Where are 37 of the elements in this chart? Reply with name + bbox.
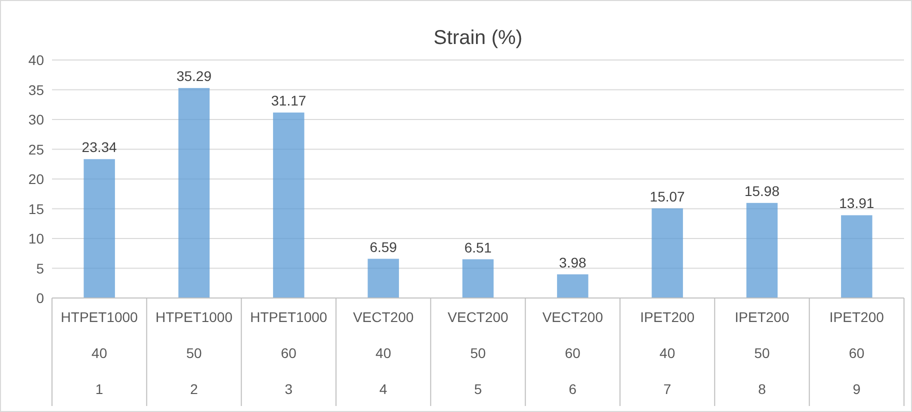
y-tick-label: 40: [28, 52, 44, 68]
bar: [273, 112, 304, 298]
y-tick-label: 5: [36, 260, 44, 276]
y-tick-label: 10: [28, 230, 44, 246]
category-label: IPET200 50 8: [734, 309, 790, 397]
bar: [178, 88, 210, 298]
bar: [368, 258, 399, 298]
data-label: 15.07: [650, 188, 686, 204]
y-tick-label: 25: [28, 141, 44, 158]
category-label: VECT200 40 4: [352, 309, 414, 397]
data-label: 15.98: [744, 182, 780, 199]
bar: [462, 259, 494, 298]
data-label: 6.51: [464, 239, 492, 256]
bar: [84, 159, 115, 298]
y-tick-label: 30: [28, 112, 44, 128]
y-tick-label: 0: [36, 290, 44, 306]
bar: [746, 202, 778, 298]
category-label: VECT200 50 5: [448, 309, 508, 397]
data-label: 6.59: [370, 238, 398, 255]
y-tick-label: 15: [28, 200, 44, 217]
bar: [652, 208, 683, 298]
category-label: VECT200 60 6: [542, 309, 604, 397]
y-tick-label: 35: [28, 82, 44, 98]
data-label: 3.98: [559, 254, 587, 270]
category-label: IPET200 60 9: [829, 309, 884, 397]
category-label: IPET200 40 7: [640, 309, 695, 397]
category-label: HTPET1000 40 1: [60, 309, 138, 397]
data-label: 31.17: [271, 92, 306, 109]
y-tick-label: 20: [28, 171, 44, 187]
category-label: HTPET1000 50 2: [155, 309, 233, 397]
data-label: 13.91: [839, 195, 874, 212]
data-label: 23.34: [82, 139, 118, 156]
bar: [841, 215, 872, 298]
chart-title: Strain (%): [434, 27, 522, 49]
bar: [557, 274, 588, 298]
data-label: 35.29: [176, 68, 212, 84]
category-label: HTPET1000 60 3: [250, 309, 328, 397]
